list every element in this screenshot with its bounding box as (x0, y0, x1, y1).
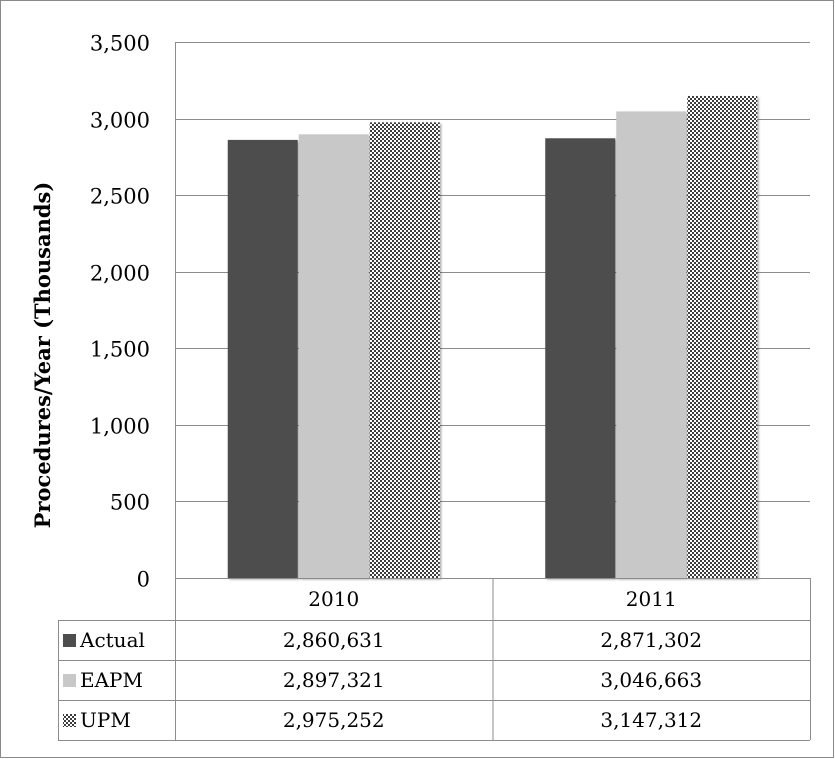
bar-actual-2011 (545, 138, 615, 578)
y-tick-label: 2,000 (90, 262, 150, 286)
table-value-actual-2010: 2,860,631 (283, 628, 385, 652)
y-tick-label: 1,500 (90, 338, 150, 362)
y-tick-label: 0 (137, 568, 150, 592)
legend-label-eapm: EAPM (80, 668, 143, 692)
category-label-2011: 2011 (626, 587, 677, 611)
table-value-upm-2010: 2,975,252 (283, 708, 385, 732)
bar-eapm-2011 (616, 111, 686, 578)
y-tick-label: 3,500 (90, 32, 150, 56)
category-label-2010: 2010 (308, 587, 359, 611)
legend-key-eapm (63, 674, 76, 687)
y-tick-label: 2,500 (90, 185, 150, 209)
table-value-eapm-2010: 2,897,321 (283, 668, 385, 692)
y-tick-label: 3,000 (90, 109, 150, 133)
table-value-actual-2011: 2,871,302 (600, 628, 702, 652)
legend-key-upm (63, 714, 76, 727)
bar-eapm-2010 (299, 134, 369, 578)
y-tick-label: 1,000 (90, 415, 150, 439)
table-value-upm-2011: 3,147,312 (600, 708, 702, 732)
table-value-eapm-2011: 3,046,663 (600, 668, 702, 692)
y-axis-label: Procedures/Year (Thousands) (30, 182, 55, 529)
bar-upm-2010 (370, 122, 440, 578)
bar-upm-2011 (687, 96, 757, 578)
bar-actual-2010 (228, 140, 298, 578)
y-tick-label: 500 (110, 491, 150, 515)
legend-label-actual: Actual (79, 628, 145, 652)
legend-label-upm: UPM (80, 708, 131, 732)
legend-key-actual (63, 634, 76, 647)
